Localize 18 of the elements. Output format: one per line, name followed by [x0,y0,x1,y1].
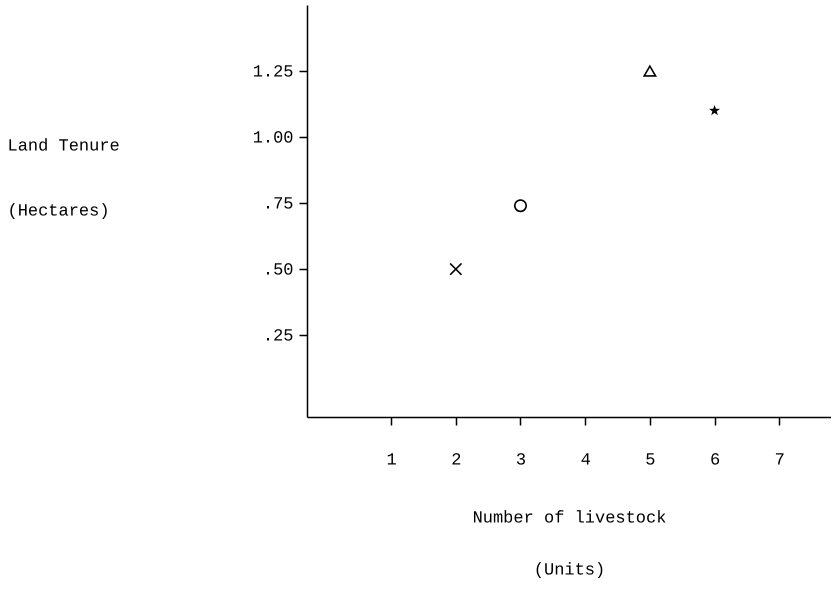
point [514,199,527,212]
y-tick-label: 1.25 [252,64,294,83]
x-tick-label: 3 [516,452,526,470]
text: Number of livestock (Units) [472,510,666,580]
y-tick-label: .25 [262,328,294,347]
x-tick-label: 5 [645,452,656,470]
x-tick-label: 2 [451,452,462,470]
x-tick-label: 4 [580,452,591,470]
y-tick-label: 1.00 [252,130,294,149]
x-tick-label: 6 [710,452,720,470]
text: Land Tenure (Hectares) [8,138,120,222]
point [643,65,656,77]
x-tick-label: 1 [386,452,397,470]
y-tick-label: .75 [262,196,294,215]
x-tick-label: 7 [774,452,785,470]
point [449,262,462,276]
point [709,104,720,116]
y-tick-label: .50 [262,262,294,281]
